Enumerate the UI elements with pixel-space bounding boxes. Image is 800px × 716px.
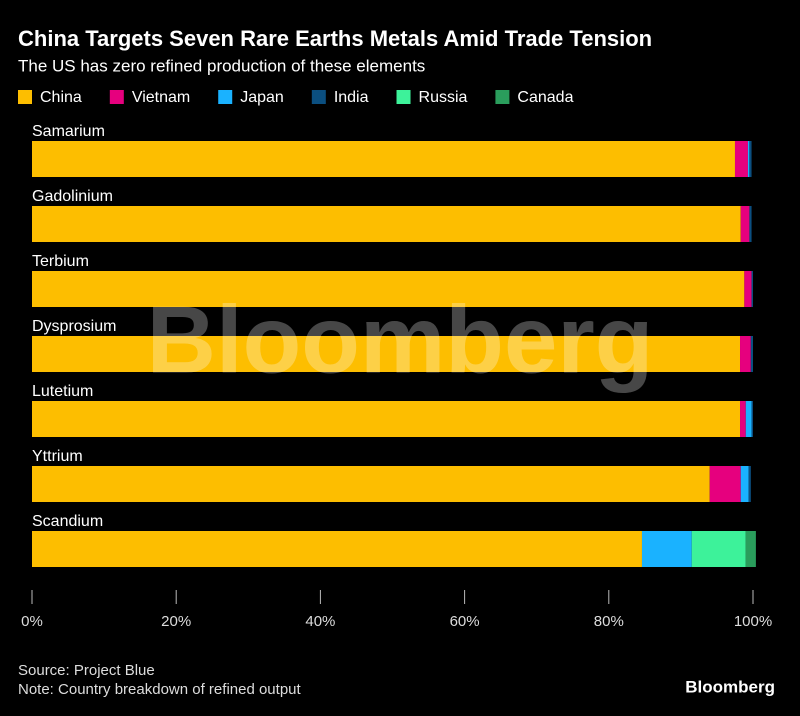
x-tick-label: 20% (161, 613, 191, 630)
bar-segment (709, 466, 741, 502)
legend-label: Canada (517, 89, 573, 106)
watermark: Bloomberg (147, 286, 654, 393)
x-tick-label: 60% (450, 613, 480, 630)
bar-segment (749, 206, 752, 242)
bar-segment (749, 141, 752, 177)
bar-segment (32, 531, 642, 567)
bar-segment (32, 271, 745, 307)
x-tick-label: 40% (305, 613, 335, 630)
bar-segment (748, 466, 751, 502)
legend-swatch (218, 90, 233, 104)
legend-label: China (40, 89, 82, 106)
x-tick-label: 0% (21, 613, 43, 630)
bar-segment (32, 141, 735, 177)
bar-segment (751, 271, 753, 307)
bar-segment (32, 466, 710, 502)
bar-segment (691, 531, 746, 567)
source: Source: Project Blue (18, 662, 155, 679)
legend-swatch (109, 90, 124, 104)
legend-label: Russia (419, 89, 468, 106)
category-label: Yttrium (32, 448, 83, 465)
bar-segment (32, 206, 741, 242)
chart-subtitle: The US has zero refined production of th… (18, 56, 425, 75)
x-tick-label: 100% (734, 613, 772, 630)
bar-segment (641, 531, 692, 567)
chart-title: China Targets Seven Rare Earths Metals A… (18, 26, 652, 51)
category-label: Dysprosium (32, 318, 116, 335)
bar-segment (744, 271, 752, 307)
bar-segment (750, 336, 753, 372)
bar-segment (740, 466, 749, 502)
legend-swatch (311, 90, 326, 104)
category-label: Lutetium (32, 383, 93, 400)
category-label: Scandium (32, 513, 103, 530)
x-tick-label: 80% (594, 613, 624, 630)
bar-segment (32, 336, 741, 372)
bar-segment (740, 401, 746, 437)
legend-swatch (495, 90, 510, 104)
note: Note: Country breakdown of refined outpu… (18, 681, 302, 698)
brand: Bloomberg (685, 677, 775, 696)
category-label: Gadolinium (32, 188, 113, 205)
bar-segment (740, 336, 751, 372)
bar-segment (32, 401, 741, 437)
legend-label: Japan (240, 89, 284, 106)
legend-swatch (18, 90, 32, 104)
bar-segment (745, 531, 756, 567)
legend-label: India (334, 89, 369, 106)
bar-segment (740, 206, 750, 242)
bar-segment (734, 141, 748, 177)
legend-label: Vietnam (132, 89, 190, 106)
bar-segment (745, 401, 752, 437)
legend-swatch (396, 90, 411, 104)
bar-segment (747, 141, 750, 177)
category-label: Terbium (32, 253, 89, 270)
category-label: Samarium (32, 123, 105, 140)
bar-segment (751, 401, 753, 437)
